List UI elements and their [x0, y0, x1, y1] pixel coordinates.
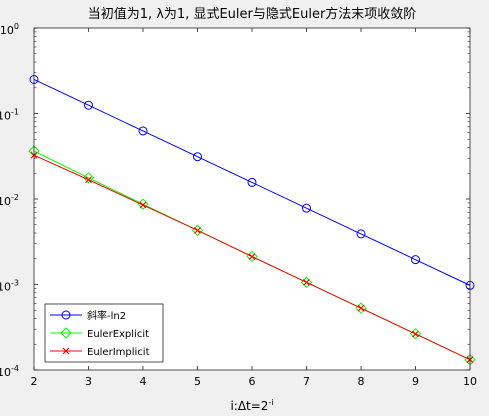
- x-axis-label: i:Δt=2-i: [230, 398, 273, 413]
- x-axis-label-exponent: -i: [268, 398, 273, 407]
- x-tick-label: 10: [463, 375, 477, 388]
- data-point: [82, 172, 95, 184]
- data-point: [302, 203, 311, 213]
- series-line: [33, 79, 471, 286]
- x-tick-label: 4: [140, 375, 147, 388]
- data-point: [139, 201, 147, 209]
- x-tick-label: 9: [412, 375, 419, 388]
- x-tick-label: 3: [85, 375, 92, 388]
- x-tick-label: 6: [249, 375, 256, 388]
- y-tick-label: 100: [0, 22, 19, 37]
- y-tick-label: 10-2: [0, 193, 19, 208]
- legend-label: EulerImplicit: [87, 347, 150, 358]
- data-point: [412, 330, 419, 338]
- data-point: [356, 229, 366, 239]
- data-point: [138, 126, 148, 136]
- plot-frame: [33, 27, 471, 371]
- x-tick-label: 8: [358, 375, 365, 388]
- data-point: [248, 253, 256, 260]
- data-point: [193, 152, 202, 162]
- data-point: [137, 198, 149, 210]
- y-axis-ticks: 100 10-1 10-2 10-3 10-4: [0, 22, 470, 379]
- legend-label: EulerExplicit: [87, 329, 149, 340]
- x-axis-label-main: i:Δt=2: [230, 399, 268, 413]
- chart-title: 当初值为1, λ为1, 显式Euler与隐式Euler方法末项收敛阶: [88, 6, 417, 22]
- x-axis-ticks: 2 3 4 5 6 7 8 9 10: [31, 28, 477, 388]
- legend-marker: [62, 347, 70, 355]
- y-tick-label: 10-3: [0, 279, 19, 294]
- x-tick-label: 2: [31, 375, 38, 388]
- legend: 斜率-ln2 EulerExplicit EulerImplicit: [44, 303, 164, 363]
- legend-marker: [60, 327, 72, 339]
- x-tick-label: 5: [194, 375, 201, 388]
- data-point: [194, 226, 201, 234]
- y-tick-label: 10-4: [0, 364, 19, 379]
- data-point: [84, 100, 93, 110]
- data-point: [411, 255, 420, 265]
- data-point: [247, 177, 257, 187]
- data-point: [85, 176, 92, 184]
- data-point: [303, 278, 310, 286]
- data-point: [357, 304, 365, 312]
- legend-label: 斜率-ln2: [87, 309, 126, 322]
- x-tick-label: 7: [303, 375, 310, 388]
- y-tick-label: 10-1: [0, 108, 19, 123]
- legend-marker: [61, 310, 71, 320]
